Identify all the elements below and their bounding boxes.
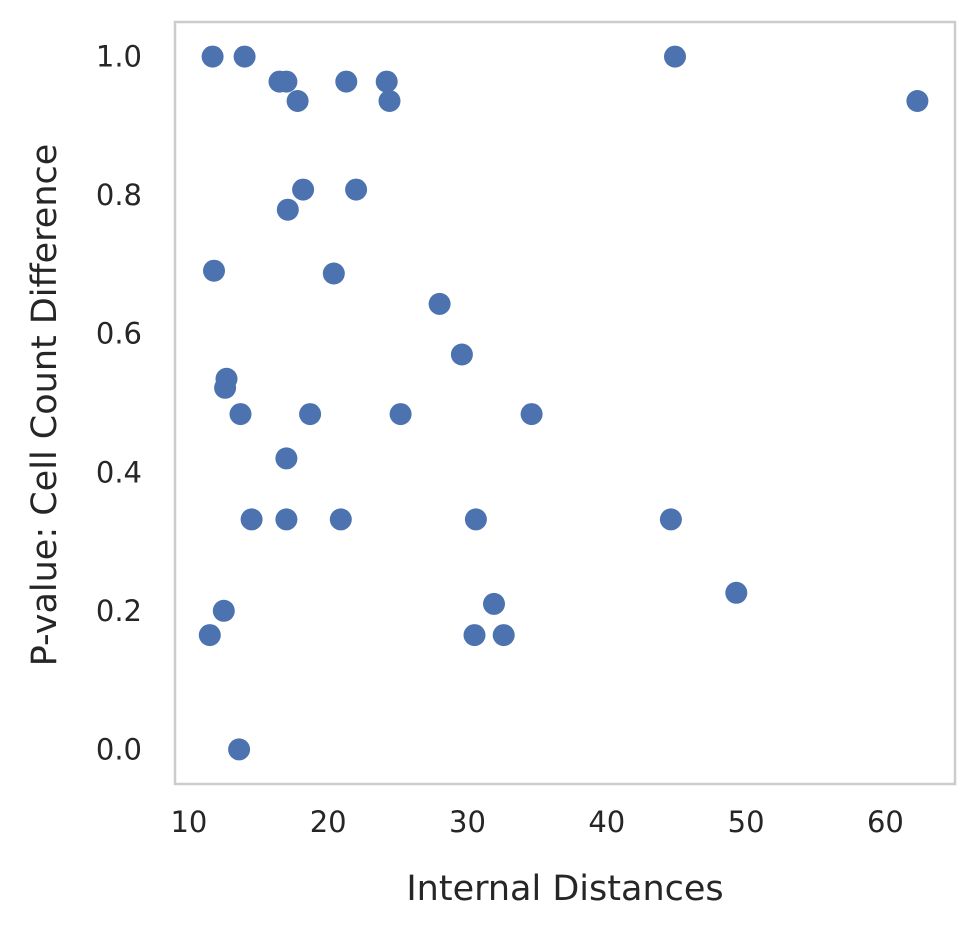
data-point-8: [378, 90, 401, 112]
y-tick-label: 0.4: [96, 455, 142, 489]
x-tick-label: 10: [170, 805, 207, 839]
data-point-25: [275, 508, 298, 531]
data-point-30: [483, 592, 505, 615]
data-point-23: [275, 447, 298, 470]
data-point-15: [428, 292, 451, 315]
y-tick-labels: 0.0 0.2 0.4 0.6 0.8 1.0: [96, 40, 142, 767]
data-point-28: [659, 508, 682, 531]
data-point-14: [322, 262, 345, 285]
data-point-24: [240, 508, 263, 531]
y-tick-label: 0.8: [96, 178, 142, 212]
data-point-0: [201, 45, 224, 68]
data-point-32: [198, 624, 221, 647]
data-point-10: [292, 178, 315, 201]
data-point-21: [389, 403, 412, 426]
x-tick-label: 20: [310, 805, 347, 839]
data-point-18: [214, 376, 237, 399]
data-point-27: [464, 508, 487, 531]
data-point-5: [335, 70, 358, 93]
x-tick-label: 50: [728, 805, 765, 839]
data-point-29: [725, 581, 748, 604]
x-tick-label: 60: [867, 805, 904, 839]
y-tick-label: 0.2: [96, 594, 142, 628]
x-tick-label: 30: [449, 805, 486, 839]
y-axis-label: P-value: Cell Count Difference: [25, 144, 65, 667]
x-tick-label: 40: [588, 805, 625, 839]
data-point-4: [275, 70, 298, 93]
x-axis-label: Internal Distances: [406, 869, 723, 909]
x-tick-labels: 10 20 30 40 50 60: [170, 805, 903, 839]
data-point-19: [229, 403, 252, 426]
y-tick-label: 0.6: [96, 317, 142, 351]
data-points: [198, 45, 929, 761]
y-tick-label: 0.0: [96, 732, 142, 766]
data-point-26: [329, 508, 352, 531]
data-point-22: [520, 403, 543, 426]
data-point-6: [375, 70, 398, 93]
data-point-11: [345, 178, 368, 201]
data-point-13: [203, 259, 225, 282]
data-point-34: [492, 624, 515, 647]
data-point-31: [212, 599, 235, 622]
data-point-16: [450, 343, 473, 366]
data-point-7: [286, 90, 309, 112]
data-point-1: [233, 45, 256, 68]
data-point-20: [299, 403, 322, 426]
plot-frame: [173, 20, 957, 786]
data-point-2: [664, 45, 686, 68]
data-point-35: [228, 738, 251, 761]
data-point-33: [463, 624, 486, 647]
data-point-9: [906, 90, 929, 112]
y-tick-label: 1.0: [96, 40, 142, 74]
data-point-12: [276, 198, 299, 221]
